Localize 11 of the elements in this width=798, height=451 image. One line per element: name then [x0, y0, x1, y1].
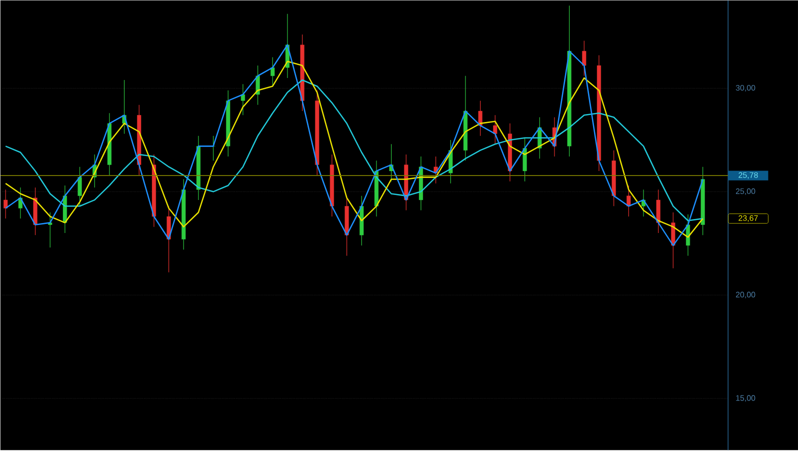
candlestick: [270, 57, 275, 87]
candlestick: [656, 190, 660, 234]
candlestick: [48, 212, 52, 248]
candlestick: [240, 84, 245, 116]
candlestick: [256, 65, 260, 106]
candlestick: [78, 166, 82, 207]
candlestick: [478, 100, 482, 136]
candlestick: [493, 115, 498, 145]
candlestick: [4, 190, 8, 220]
candlestick: [166, 206, 171, 273]
candlestick: [522, 138, 527, 182]
